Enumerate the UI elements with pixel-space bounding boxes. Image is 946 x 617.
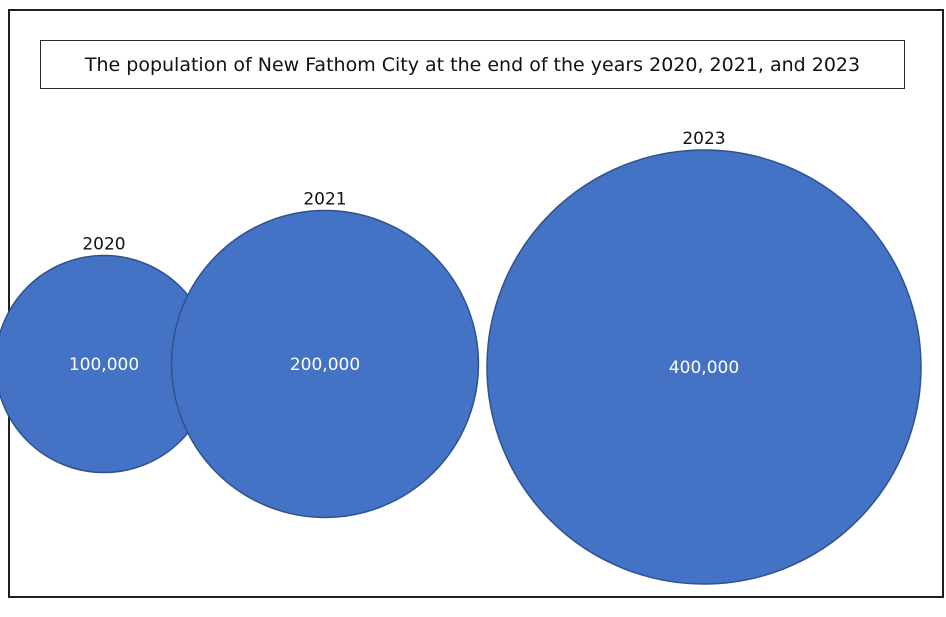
value-label-2023: 400,000	[669, 358, 739, 378]
value-label-2021: 200,000	[290, 355, 360, 375]
year-label-2020: 2020	[82, 235, 125, 255]
year-label-2021: 2021	[303, 190, 346, 210]
year-label-2023: 2023	[682, 129, 725, 149]
bubbles-layer: 2020 100,000 2021 200,000 2023 400,000	[0, 129, 922, 585]
bubble-2021	[170, 209, 480, 519]
chart-title: The population of New Fathom City at the…	[40, 40, 905, 89]
bubble-2023	[486, 149, 922, 585]
value-label-2020: 100,000	[69, 355, 139, 375]
